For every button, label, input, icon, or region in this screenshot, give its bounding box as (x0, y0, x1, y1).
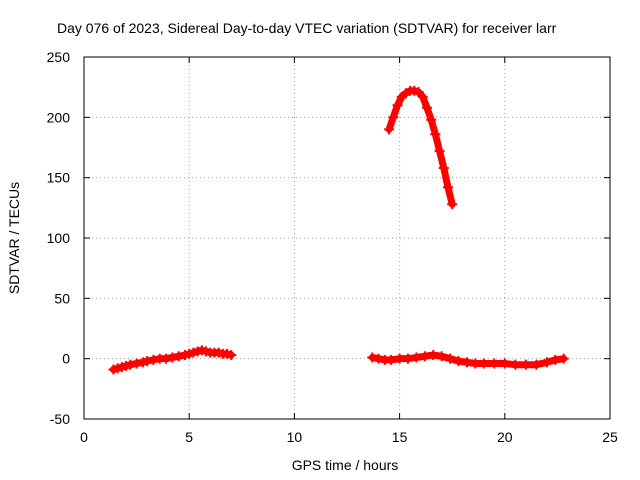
data-point (499, 358, 510, 369)
grid (84, 57, 610, 419)
x-tick-label: 5 (185, 429, 193, 445)
y-tick-label: 200 (47, 109, 71, 125)
data-point (226, 350, 237, 361)
data-point (541, 357, 552, 368)
data-point (411, 352, 422, 363)
data-point (392, 100, 403, 111)
x-tick-label: 25 (602, 429, 618, 445)
data-point (148, 354, 159, 365)
data-point (558, 353, 569, 364)
data-point (388, 112, 399, 123)
x-tick-label: 20 (497, 429, 513, 445)
data-point (470, 358, 481, 369)
data-point (461, 357, 472, 368)
y-tick-label: 0 (62, 351, 70, 367)
data-point (125, 359, 136, 370)
data-point (510, 359, 521, 370)
data-point (436, 351, 447, 362)
data-point (142, 356, 153, 367)
data-point (520, 359, 531, 370)
x-tick-label: 0 (80, 429, 88, 445)
data-point (550, 354, 561, 365)
data-point (434, 146, 445, 157)
data-point (386, 354, 397, 365)
data-point (384, 124, 395, 135)
data-points (108, 85, 569, 375)
data-point (438, 163, 449, 174)
data-point (478, 358, 489, 369)
data-point (453, 356, 464, 367)
data-point (173, 351, 184, 362)
data-point (167, 352, 178, 363)
y-tick-label: 150 (47, 170, 71, 186)
data-point (394, 353, 405, 364)
x-axis-label: GPS time / hours (292, 457, 399, 473)
data-point (442, 182, 453, 193)
data-point (445, 353, 456, 364)
y-tick-label: 50 (54, 290, 70, 306)
x-tick-label: 10 (287, 429, 303, 445)
y-tick-label: 250 (47, 49, 71, 65)
data-point (428, 350, 439, 361)
data-point (403, 353, 414, 364)
data-point (419, 351, 430, 362)
data-point (417, 91, 428, 102)
y-axis-label: SDTVAR / TECUs (6, 182, 22, 294)
chart-title: Day 076 of 2023, Sidereal Day-to-day VTE… (57, 20, 557, 36)
data-point (531, 359, 542, 370)
data-point (489, 358, 500, 369)
series-trace-peak (385, 87, 456, 208)
data-point (447, 199, 458, 210)
data-point (367, 352, 378, 363)
data-point (430, 129, 441, 140)
axis-ticks: 0 5 10 15 20 25 -50 0 50 100 150 200 250 (47, 49, 618, 445)
data-point (131, 358, 142, 369)
data-point (426, 114, 437, 125)
y-tick-label: 100 (47, 230, 71, 246)
data-point (161, 353, 172, 364)
data-point (373, 353, 384, 364)
y-tick-label: -50 (50, 411, 70, 427)
x-tick-label: 15 (392, 429, 408, 445)
data-point (421, 102, 432, 113)
